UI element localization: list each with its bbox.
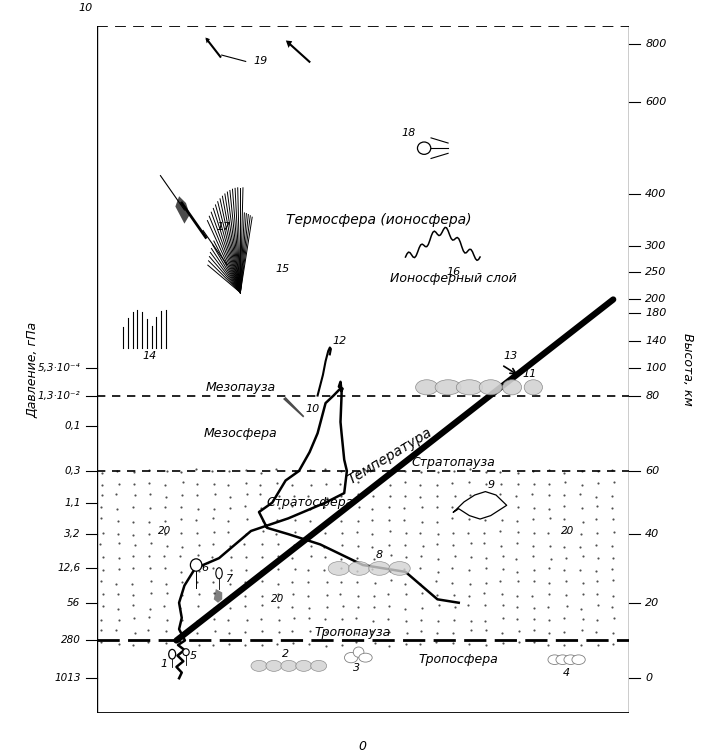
- Text: 17: 17: [217, 222, 231, 232]
- Ellipse shape: [353, 647, 364, 657]
- Text: 18: 18: [402, 128, 416, 138]
- Text: 14: 14: [143, 351, 157, 361]
- Ellipse shape: [415, 380, 438, 395]
- Text: 10: 10: [79, 3, 93, 13]
- Text: Температура: Температура: [345, 425, 434, 487]
- Ellipse shape: [418, 142, 430, 155]
- Text: Мезопауза: Мезопауза: [205, 381, 275, 394]
- Text: 20: 20: [157, 526, 171, 535]
- Text: Мезосфера: Мезосфера: [204, 427, 277, 440]
- Ellipse shape: [190, 559, 202, 572]
- Ellipse shape: [479, 380, 502, 395]
- Polygon shape: [453, 492, 507, 519]
- Text: 7: 7: [226, 574, 233, 584]
- Text: 19: 19: [254, 57, 268, 66]
- Text: 16: 16: [446, 267, 460, 277]
- Text: Давление, гПа: Давление, гПа: [26, 321, 39, 418]
- Ellipse shape: [369, 562, 390, 575]
- Text: 300: 300: [645, 241, 666, 251]
- Ellipse shape: [456, 380, 483, 395]
- Text: 180: 180: [645, 308, 666, 318]
- Ellipse shape: [310, 661, 327, 671]
- Text: 60: 60: [645, 466, 659, 476]
- Text: Стратопауза: Стратопауза: [412, 456, 495, 469]
- Text: 140: 140: [645, 336, 666, 345]
- Polygon shape: [205, 38, 210, 44]
- Text: 13: 13: [503, 351, 517, 361]
- Text: 200: 200: [645, 295, 666, 305]
- Text: 12: 12: [332, 336, 347, 346]
- Ellipse shape: [183, 648, 189, 655]
- Polygon shape: [286, 41, 292, 48]
- Text: 3,2: 3,2: [64, 529, 81, 539]
- Text: 600: 600: [645, 97, 666, 107]
- Text: 280: 280: [61, 636, 81, 645]
- Ellipse shape: [524, 380, 543, 395]
- Ellipse shape: [251, 661, 267, 671]
- Text: 3: 3: [353, 663, 360, 673]
- Text: 20: 20: [645, 598, 659, 608]
- Text: 1: 1: [160, 659, 167, 669]
- Text: 11: 11: [523, 369, 537, 379]
- Text: 40: 40: [645, 529, 659, 539]
- Text: 0: 0: [359, 740, 367, 753]
- Ellipse shape: [503, 380, 521, 395]
- Text: 4: 4: [563, 668, 570, 678]
- Text: Термосфера (ионосфера): Термосфера (ионосфера): [286, 213, 472, 227]
- Ellipse shape: [216, 568, 222, 579]
- Ellipse shape: [348, 562, 370, 575]
- Text: Тропосфера: Тропосфера: [419, 653, 498, 666]
- Text: 5: 5: [190, 651, 197, 661]
- Text: 250: 250: [645, 267, 666, 277]
- Text: 100: 100: [645, 363, 666, 373]
- Ellipse shape: [359, 653, 373, 662]
- Polygon shape: [175, 196, 189, 224]
- Text: 6: 6: [202, 563, 209, 574]
- Ellipse shape: [169, 649, 176, 659]
- Text: Тропопауза: Тропопауза: [314, 626, 390, 639]
- Text: 0,3: 0,3: [64, 466, 81, 476]
- Ellipse shape: [328, 562, 350, 575]
- Text: 12,6: 12,6: [57, 563, 81, 574]
- Text: Ионосферный слой: Ионосферный слой: [390, 272, 517, 286]
- Ellipse shape: [345, 652, 358, 663]
- Text: 8: 8: [375, 550, 383, 560]
- Text: 1013: 1013: [54, 673, 81, 683]
- Text: 800: 800: [645, 38, 666, 48]
- Polygon shape: [283, 397, 305, 418]
- Text: 1,3·10⁻²: 1,3·10⁻²: [38, 391, 81, 400]
- Ellipse shape: [556, 655, 569, 664]
- Ellipse shape: [572, 655, 586, 664]
- Text: 20: 20: [271, 594, 285, 604]
- Polygon shape: [214, 589, 222, 602]
- Text: 80: 80: [645, 391, 659, 400]
- Text: 9: 9: [487, 480, 494, 490]
- Text: 400: 400: [645, 189, 666, 200]
- Text: Стратосфера: Стратосфера: [266, 496, 353, 509]
- Text: 5,3·10⁻⁴: 5,3·10⁻⁴: [38, 363, 81, 373]
- Text: 20: 20: [561, 526, 575, 535]
- Ellipse shape: [266, 661, 282, 671]
- Text: 1,1: 1,1: [64, 498, 81, 507]
- Ellipse shape: [281, 661, 297, 671]
- Text: Высота, км: Высота, км: [681, 333, 694, 406]
- Text: 15: 15: [275, 264, 290, 274]
- Text: 0,1: 0,1: [64, 421, 81, 431]
- Text: 0: 0: [645, 673, 652, 683]
- Ellipse shape: [296, 661, 312, 671]
- Text: 2: 2: [282, 649, 289, 659]
- Ellipse shape: [389, 562, 410, 575]
- Text: 10: 10: [306, 404, 320, 414]
- Ellipse shape: [564, 655, 577, 664]
- Ellipse shape: [435, 380, 461, 395]
- Ellipse shape: [548, 655, 561, 664]
- Text: 56: 56: [67, 598, 81, 608]
